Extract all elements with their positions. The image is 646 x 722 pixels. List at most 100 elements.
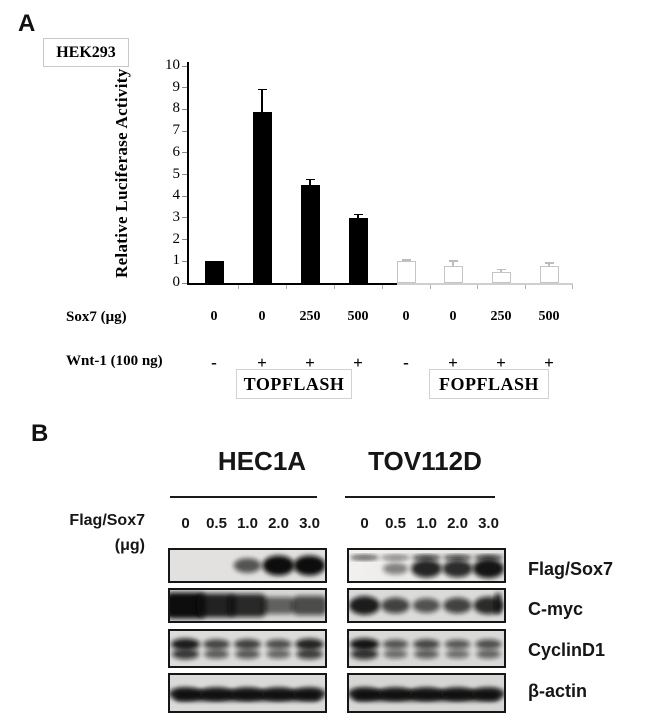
error-bar-cap [401,259,411,261]
x-axis-line [187,283,397,285]
y-axis-label: Relative Luciferase Activity [112,68,131,278]
protein-label-cyclind1: CyclinD1 [528,640,606,660]
blot-hec1a-flag-sox7 [168,548,327,583]
blot-image [350,555,504,579]
y-tick [182,152,187,154]
y-tick [182,282,187,284]
error-bar-cap [353,213,363,216]
blot-image [233,555,325,576]
dose-unit: (μg) [114,537,145,554]
x-tick [430,285,431,289]
blot-tov112d-cyclind1 [347,629,506,668]
x-row-0-value: 0 [210,309,218,324]
x-row-0-value: 0 [449,309,457,324]
blot-tov112d-c-myc [347,588,506,623]
error-bar-cap [544,262,554,264]
x-row-1-value: - [211,353,217,372]
error-bar-cap [305,178,315,181]
protein-label-flag-sox7: Flag/Sox7 [528,559,614,579]
sox7-row-label: Sox7 (μg) [66,309,127,325]
dose-value: 1.0 [237,515,258,532]
y-tick-label: 1 [172,252,181,269]
y-tick-label: 8 [172,100,181,117]
y-tick [182,195,187,197]
x-row-0-value: 0 [402,309,410,324]
y-tick [182,130,187,132]
y-tick [182,87,187,89]
y-tick [182,65,187,67]
dose-value: 0 [181,515,190,532]
cell-line-badge: HEK293 [43,38,129,67]
y-tick-label: 5 [172,165,181,182]
topflash-box: TOPFLASH [236,369,352,399]
error-bar-line [548,263,550,266]
error-bar-line [405,260,407,262]
y-tick [182,239,187,241]
fopflash-box: FOPFLASH [429,369,549,399]
protein-label-b-actin: β-actin [528,681,587,701]
y-tick-label: 9 [172,78,181,95]
dose-value: 0 [360,515,369,532]
hec1a-header: HEC1A [217,446,307,476]
bar-topflash-2 [300,185,320,283]
bar-topflash-1 [252,111,272,283]
error-bar-line [357,214,359,218]
x-tick [238,285,239,289]
x-row-0-value: 250 [299,309,321,324]
x-row-0-value: 0 [258,309,266,324]
blot-image [170,592,325,619]
y-tick-label: 2 [172,230,181,247]
blot-image [170,687,325,701]
x-axis-line-light [397,283,573,285]
blot-hec1a-cyclind1 [168,629,327,668]
y-tick [182,108,187,110]
error-bar-line [500,269,502,273]
dose-value: 1.0 [416,515,437,532]
y-tick-label: 10 [165,57,180,73]
protein-label-c-myc: C-myc [528,599,584,619]
error-bar-line [452,261,454,266]
panel-b-label: B [31,420,49,447]
x-row-1-value: - [403,353,409,372]
blot-image [170,638,324,660]
x-row-0-value: 500 [347,309,369,324]
bar-fopflash-2 [491,272,511,283]
y-tick-label: 0 [172,274,181,290]
y-tick [182,260,187,262]
x-row-0-value: 500 [538,309,560,324]
blot-image [349,687,504,701]
y-tick [182,174,187,175]
dose-value: 2.0 [447,515,468,532]
blot-hec1a-c-myc [168,588,327,623]
y-tick-label: 7 [172,122,181,139]
error-bar-line [261,89,263,112]
y-tick [182,217,187,219]
x-tick [286,285,287,289]
bar-fopflash-3 [539,265,559,283]
blot-hec1a--actin [168,673,327,713]
bar-topflash-3 [348,217,368,283]
x-tick [525,285,526,289]
panel-a-label: A [18,10,36,37]
tov112d-header: TOV112D [368,446,482,476]
wnt1-row-label: Wnt-1 (100 ng) [66,353,163,369]
x-tick [382,285,383,289]
dose-value: 3.0 [299,515,320,532]
x-tick [334,285,335,289]
x-tick [477,285,478,289]
y-tick-label: 4 [172,187,181,204]
dose-value: 3.0 [478,515,499,532]
bar-fopflash-0 [396,261,416,283]
error-bar-line [309,179,311,186]
dose-value: 0.5 [385,515,406,532]
y-tick-label: 3 [172,208,181,225]
dose-label: Flag/Sox7 [69,512,145,529]
cell-line-label: HEK293 [56,44,116,61]
blot-image [349,638,502,660]
dose-value: 2.0 [268,515,289,532]
error-bar-cap [496,268,506,271]
blot-tov112d--actin [347,673,506,713]
tov112d-underline [345,496,495,498]
error-bar-cap [448,260,458,262]
